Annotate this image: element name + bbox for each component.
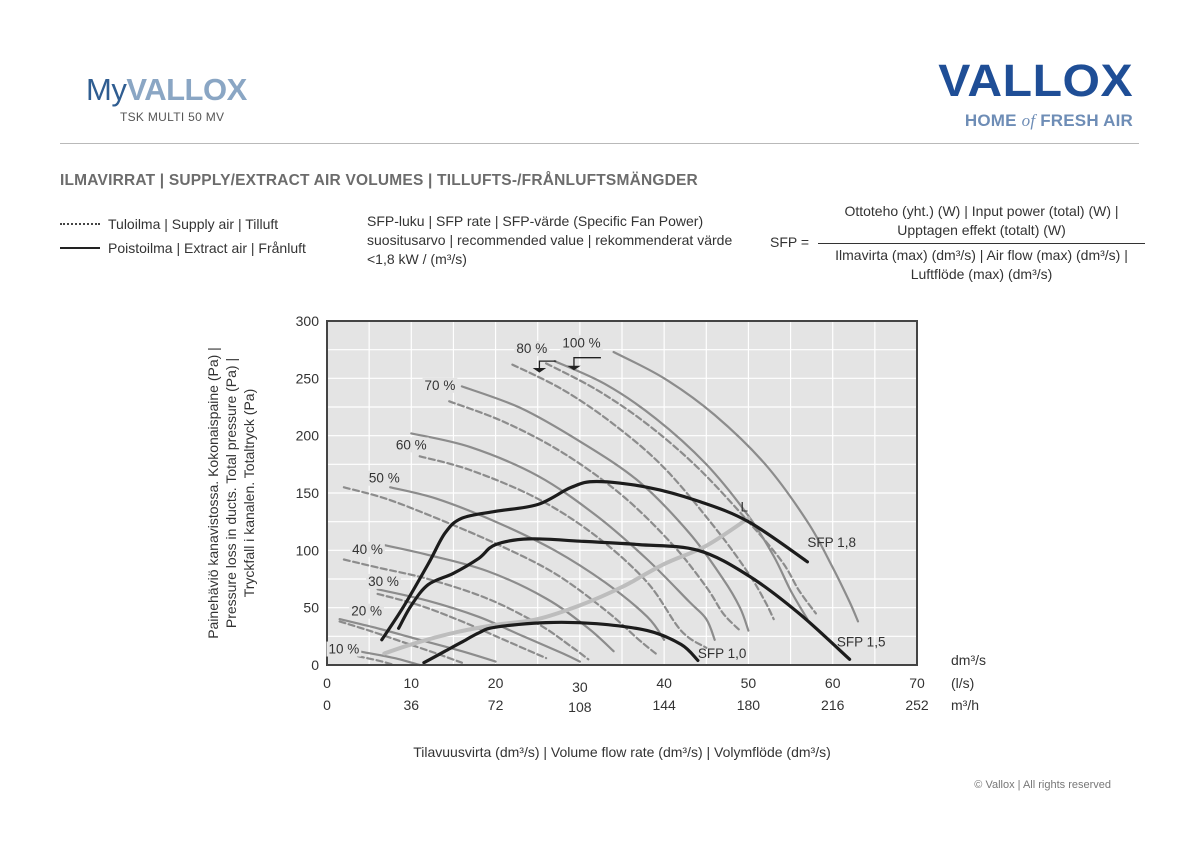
vallox-logo: VALLOX HOME of FRESH AIR [938,58,1133,131]
x-unit-m3h: m³/h [951,697,979,713]
y-axis-title-line: Pressure loss in ducts. Total pressure (… [223,358,239,628]
model-name: TSK MULTI 50 MV [120,110,225,124]
x-tick-label-m3h: 72 [488,697,504,713]
fan-speed-label-bg [366,573,401,589]
x-tick-label-dm3s: 60 [825,675,841,691]
solid-line-swatch [60,247,100,249]
fan-speed-label: 10 % [328,642,359,657]
formula-numerator-2: Upptagen effekt (totalt) (W) [897,222,1066,238]
supply-curve-20 [338,620,463,664]
x-tick-label-m3h: 0 [323,697,331,713]
x-tick-label-dm3s: 40 [656,675,672,691]
range-arrow-80 [538,360,557,371]
y-tick-label: 250 [296,370,320,386]
x-tick-label-m3h: 36 [403,697,419,713]
curve-label: SFP 1,5 [837,635,886,650]
x-tick-label-m3h: 252 [905,697,929,713]
x-tick-label-m3h: 180 [737,697,761,713]
extract-curve-80 [553,360,809,621]
header-divider [60,143,1139,144]
supply-curve-50 [342,486,657,655]
sfp-curve-sfp-1-0 [422,620,700,665]
extract-curve-70 [460,385,750,632]
supply-curve-60 [418,455,708,649]
x-tick-label-dm3s: 10 [403,675,419,691]
line-legend: Tuloilma | Supply air | Tilluft Poistoil… [60,215,306,257]
fan-speed-label: 40 % [352,542,383,557]
system-curve-l [382,516,751,656]
x-unit-dm3s: dm³/s [951,652,986,668]
supply-curve-80 [511,363,775,621]
curve-label: L [740,499,748,514]
x-tick-label-m3h: 216 [821,697,845,713]
fan-speed-label: 70 % [425,378,456,393]
y-axis-title-line: Painehäviö kanavistossa. Kokonaispaine (… [205,347,221,639]
x-axis-title: Tilavuusvirta (dm³/s) | Volume flow rate… [413,744,831,760]
curve-label: SFP 1,8 [807,535,856,550]
y-tick-label: 50 [303,600,319,616]
x-tick-label-m3h: 108 [568,699,592,715]
extract-curve-100 [612,350,860,623]
x-unit-ls: (l/s) [951,675,974,691]
formula-denominator-1: Ilmavirta (max) (dm³/s) | Air flow (max)… [835,247,1128,263]
fan-speed-label: 50 % [369,471,400,486]
dotted-line-swatch [60,223,100,225]
fan-speed-label: 30 % [368,574,399,589]
x-tick-label-dm3s: 50 [741,675,757,691]
fraction-bar [818,243,1145,244]
supply-curve-10 [338,650,396,667]
formula-numerator-1: Ottoteho (yht.) (W) | Input power (total… [844,203,1119,219]
sfp-curve-sfp-1-8 [380,479,809,642]
legend-supply: Tuloilma | Supply air | Tilluft [60,215,306,233]
sfp-note: SFP-luku | SFP rate | SFP-värde (Specifi… [367,213,733,267]
formula-denominator-2: Luftflöde (max) (dm³/s) [910,266,1053,282]
formula-lhs: SFP = [770,234,810,250]
range-arrow-80-head [532,368,547,373]
extract-curve-50 [389,486,666,641]
fan-speed-label-bg [514,341,550,357]
x-tick-label-dm3s: 20 [488,675,504,691]
x-tick-label-m3h: 144 [652,697,676,713]
supply-curve-70 [448,400,742,632]
fan-speed-label-bg [350,541,385,557]
range-arrow-100-head [567,365,581,371]
fan-speed-label-bg [349,603,385,619]
y-tick-label: 200 [296,428,320,444]
fan-speed-label: 20 % [351,604,382,619]
x-tick-label-dm3s: 70 [909,675,925,691]
brand-tagline: HOME of FRESH AIR [964,111,1133,130]
section-title: ILMAVIRRAT | SUPPLY/EXTRACT AIR VOLUMES … [60,172,698,189]
extract-curve-40 [380,543,615,653]
fan-speed-label: 60 % [396,437,427,452]
fan-speed-label: 100 % [562,335,600,350]
fan-speed-label-bg [393,437,429,453]
formula-fraction: Ottoteho (yht.) (W) | Input power (total… [818,202,1145,284]
myvallox-logo: MyVALLOX [86,72,247,107]
copyright: © Vallox | All rights reserved [974,779,1111,791]
legend-extract: Poistoilma | Extract air | Frånluft [60,239,306,257]
y-tick-label: 150 [296,485,320,501]
fan-speed-label-bg [326,641,362,657]
fan-speed-label-bg [366,470,402,486]
y-tick-label: 100 [296,542,320,558]
fan-speed-label: 80 % [516,341,547,356]
fan-speed-label-bg [560,335,603,351]
y-axis-title-line: Tryckfall i kanalen. Totaltryck (Pa) [241,389,257,598]
curve-label: SFP 1,0 [698,646,747,661]
supply-curve-40 [342,558,590,661]
y-tick-label: 0 [311,657,319,673]
supply-curve-100 [545,362,817,615]
fan-speed-label-bg [422,377,458,393]
plot-border [326,320,918,666]
y-tick-label: 300 [296,313,320,329]
sfp-curve-sfp-1-5 [397,537,852,661]
brand-name: VALLOX [938,55,1133,106]
x-tick-label-dm3s: 30 [572,679,588,695]
x-tick-label-dm3s: 0 [323,675,331,691]
range-arrow-100 [573,357,601,369]
extract-curve-60 [410,432,716,641]
